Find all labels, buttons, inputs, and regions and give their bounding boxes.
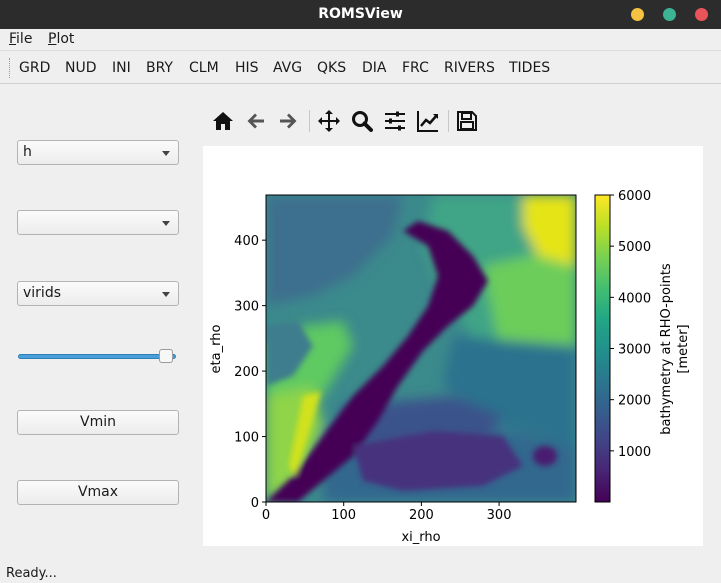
variable-select-value: h bbox=[23, 144, 32, 160]
back-arrow-icon[interactable] bbox=[243, 108, 269, 134]
x-tick-label: 100 bbox=[331, 508, 356, 523]
tab-rivers[interactable]: RIVERS bbox=[444, 60, 495, 76]
zoom-icon[interactable] bbox=[349, 108, 375, 134]
secondary-select[interactable] bbox=[17, 210, 179, 235]
minimize-button[interactable] bbox=[631, 8, 644, 21]
maximize-button[interactable] bbox=[663, 8, 676, 21]
colorbar-tick-label: 1000 bbox=[618, 445, 651, 460]
colorbar-label: bathymetry at RHO-points bbox=[659, 263, 674, 435]
menu-plot-label: lot bbox=[56, 31, 75, 47]
tab-nud[interactable]: NUD bbox=[65, 60, 97, 76]
vmin-button[interactable]: Vmin bbox=[17, 410, 179, 435]
variable-select[interactable]: h bbox=[17, 140, 179, 165]
colormap-select-value: virids bbox=[23, 285, 62, 301]
slider-groove bbox=[18, 354, 176, 359]
configure-subplots-icon[interactable] bbox=[382, 108, 408, 134]
x-axis-label: xi_rho bbox=[401, 530, 440, 545]
y-tick-label: 400 bbox=[234, 234, 259, 249]
close-button[interactable] bbox=[695, 8, 708, 21]
x-tick-label: 300 bbox=[487, 508, 512, 523]
title-bar: ROMSView bbox=[0, 0, 721, 29]
plot-canvas[interactable]: 0 100 200 300 0 100 200 300 400 xi_rho eta_rho … bbox=[203, 146, 703, 546]
tab-bry[interactable]: BRY bbox=[146, 60, 173, 76]
chevron-down-icon bbox=[162, 151, 170, 156]
status-bar: Ready... bbox=[0, 565, 721, 583]
home-icon[interactable] bbox=[210, 108, 236, 134]
menu-file[interactable]: File bbox=[9, 31, 32, 47]
tab-clm[interactable]: CLM bbox=[189, 60, 219, 76]
tab-qks[interactable]: QKS bbox=[317, 60, 347, 76]
colorbar-tick-label: 2000 bbox=[618, 394, 651, 409]
tab-ini[interactable]: INI bbox=[112, 60, 131, 76]
toolbar-separator bbox=[448, 110, 449, 132]
colorbar bbox=[594, 194, 611, 503]
x-axis-ticks: 0 100 200 300 bbox=[262, 502, 512, 523]
pan-icon[interactable] bbox=[316, 108, 342, 134]
forward-arrow-icon[interactable] bbox=[275, 108, 301, 134]
vmax-button[interactable]: Vmax bbox=[17, 480, 179, 505]
y-tick-label: 100 bbox=[234, 431, 259, 446]
toolbar-separator bbox=[309, 110, 310, 132]
y-tick-label: 200 bbox=[234, 365, 259, 380]
colormap-select[interactable]: virids bbox=[17, 281, 179, 306]
y-tick-label: 300 bbox=[234, 300, 259, 315]
status-text: Ready... bbox=[6, 566, 57, 581]
tab-dia[interactable]: DIA bbox=[362, 60, 387, 76]
colorbar-tick-label: 3000 bbox=[618, 343, 651, 358]
colorbar-ticks: 1000 2000 3000 4000 5000 6000 bbox=[610, 189, 651, 460]
tab-tides[interactable]: TIDES bbox=[509, 60, 551, 76]
toolbar-grip bbox=[9, 58, 11, 78]
file-type-toolbar: GRD NUD INI BRY CLM HIS AVG QKS DIA FRC … bbox=[0, 52, 721, 84]
y-axis-ticks: 0 100 200 300 400 bbox=[234, 234, 266, 511]
colorbar-tick-label: 6000 bbox=[618, 189, 651, 204]
tab-grd[interactable]: GRD bbox=[19, 60, 51, 76]
x-tick-label: 0 bbox=[262, 508, 270, 523]
chevron-down-icon bbox=[162, 292, 170, 297]
tab-frc[interactable]: FRC bbox=[402, 60, 429, 76]
menu-file-label: ile bbox=[16, 31, 33, 47]
colorbar-unit: [meter] bbox=[676, 324, 691, 373]
menu-file-mnemonic: F bbox=[9, 31, 17, 47]
menu-bar: File Plot bbox=[0, 29, 721, 51]
bathymetry-heatmap bbox=[266, 195, 576, 502]
y-tick-label: 0 bbox=[251, 496, 259, 511]
y-axis-label: eta_rho bbox=[209, 325, 224, 374]
edit-axis-icon[interactable] bbox=[415, 108, 441, 134]
chevron-down-icon bbox=[162, 221, 170, 226]
x-tick-label: 200 bbox=[409, 508, 434, 523]
tab-avg[interactable]: AVG bbox=[273, 60, 303, 76]
tab-his[interactable]: HIS bbox=[235, 60, 259, 76]
colorbar-tick-label: 4000 bbox=[618, 291, 651, 306]
colorbar-tick-label: 5000 bbox=[618, 240, 651, 255]
menu-plot[interactable]: Plot bbox=[48, 31, 74, 47]
level-slider[interactable] bbox=[17, 348, 179, 366]
menu-plot-mnemonic: P bbox=[48, 31, 57, 47]
save-icon[interactable] bbox=[454, 108, 480, 134]
window-title: ROMSView bbox=[318, 6, 403, 22]
slider-handle[interactable] bbox=[159, 349, 173, 363]
